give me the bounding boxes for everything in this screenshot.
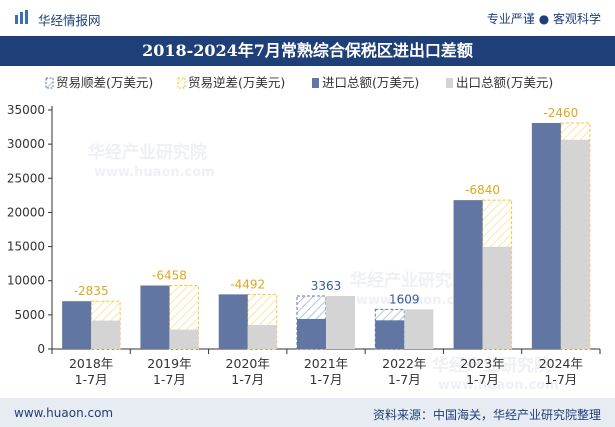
export-bar xyxy=(531,122,561,349)
import-bar xyxy=(560,139,590,349)
chart-title: 2018-2024年7月常熟综合保税区进出口差额 xyxy=(142,41,473,60)
x-tick-label: 1-7月 xyxy=(153,372,186,387)
x-tick-label: 2021年 xyxy=(304,356,348,371)
watermark-url: www.huaon.com xyxy=(94,165,215,180)
x-tick-label: 2022年 xyxy=(382,356,426,371)
legend-swatch-import xyxy=(446,78,453,88)
import-bar xyxy=(404,309,434,349)
x-tick-label: 2020年 xyxy=(226,356,270,371)
y-tick-label: 5000 xyxy=(14,308,45,322)
import-bar xyxy=(91,320,121,349)
balance-label: 1609 xyxy=(389,292,420,306)
header-bar: 华经情报网 专业严谨 ● 客观科学 xyxy=(0,0,615,34)
axes: 0 5000 10000 15000 20000 25000 30000 35000 2018年… xyxy=(7,103,601,387)
x-tick-label: 1-7月 xyxy=(466,372,499,387)
export-bar xyxy=(218,294,248,349)
chart-canvas: 贸易顺差(万美元) 贸易逆差(万美元) 进口总额(万美元) 出口总额(万美元) 华经产… xyxy=(7,75,601,393)
legend-label-deficit: 贸易逆差(万美元) xyxy=(188,75,285,90)
import-bar xyxy=(326,295,355,349)
footer-source: 资料来源：中国海关，华经产业研究院整理 xyxy=(372,408,601,422)
y-tick-label: 10000 xyxy=(7,274,45,288)
import-bar xyxy=(482,246,512,349)
data-labels: -2835 -6458 -4492 3363 1609 -6840 -2460 xyxy=(74,106,579,306)
y-tick-label: 35000 xyxy=(7,103,45,117)
header-tagline: 专业严谨 ● 客观科学 xyxy=(486,12,601,26)
y-tick-label: 20000 xyxy=(7,205,45,219)
title-bar xyxy=(0,36,615,66)
footer-bar xyxy=(0,398,615,427)
export-bar xyxy=(140,285,170,349)
watermark-cn: 华经产业研究院 xyxy=(432,355,551,376)
export-bar xyxy=(62,301,92,349)
legend-swatch-deficit xyxy=(177,77,186,89)
brand-name: 华经情报网 xyxy=(38,13,101,28)
balance-label: -4492 xyxy=(230,277,265,291)
watermarks: 华经产业研究院 www.huaon.com 华经产业研究院 www.huaon.com… xyxy=(88,142,559,393)
export-bar xyxy=(453,200,483,349)
balance-label: 3363 xyxy=(311,279,342,293)
legend-swatch-export xyxy=(312,78,319,88)
x-tick-label: 2024年 xyxy=(539,356,583,371)
watermark-cn: 华经产业研究院 xyxy=(350,270,469,291)
x-tick-label: 1-7月 xyxy=(544,372,577,387)
legend-swatch-surplus xyxy=(45,77,54,89)
footer-url[interactable]: www.huaon.com xyxy=(14,406,114,420)
legend-label-import: 出口总额(万美元) xyxy=(456,75,553,90)
y-tick-label: 25000 xyxy=(7,171,45,185)
bars xyxy=(62,122,591,350)
x-tick-label: 1-7月 xyxy=(231,372,264,387)
legend-label-export: 进口总额(万美元) xyxy=(322,75,419,90)
x-tick-label: 2023年 xyxy=(460,356,504,371)
x-tick-label: 1-7月 xyxy=(388,372,421,387)
y-tick-label: 0 xyxy=(37,342,45,356)
y-tick-label: 15000 xyxy=(7,240,45,254)
watermark-cn: 华经产业研究院 xyxy=(88,142,207,163)
legend-label-surplus: 贸易顺差(万美元) xyxy=(56,75,153,90)
x-tick-label: 1-7月 xyxy=(310,372,343,387)
balance-label: -6458 xyxy=(152,268,187,282)
export-bar xyxy=(297,318,326,349)
balance-label: -2460 xyxy=(543,106,578,120)
watermark-url: www.huaon.com xyxy=(356,293,477,308)
import-bar xyxy=(169,329,199,349)
x-tick-label: 1-7月 xyxy=(75,372,108,387)
import-bar xyxy=(247,325,277,349)
export-bar xyxy=(375,320,405,349)
balance-label: -2835 xyxy=(74,284,109,298)
balance-label: -6840 xyxy=(465,183,500,197)
brand-logo-icon xyxy=(15,10,28,24)
legend: 贸易顺差(万美元) 贸易逆差(万美元) 进口总额(万美元) 出口总额(万美元) xyxy=(45,75,553,90)
x-tick-label: 2018年 xyxy=(69,356,113,371)
watermark-url: www.huaon.com xyxy=(438,378,559,393)
x-tick-label: 2019年 xyxy=(147,356,191,371)
y-tick-label: 30000 xyxy=(7,137,45,151)
